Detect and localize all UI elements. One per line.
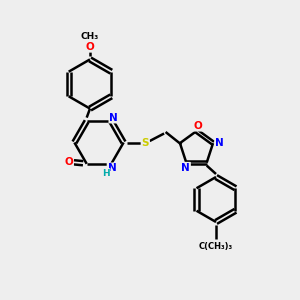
Text: N: N — [109, 112, 118, 123]
Text: O: O — [64, 157, 73, 167]
Text: H: H — [102, 169, 110, 178]
Text: S: S — [142, 137, 149, 148]
Text: N: N — [107, 163, 116, 173]
Text: C(CH₃)₃: C(CH₃)₃ — [199, 242, 233, 250]
Text: N: N — [181, 163, 190, 173]
Text: O: O — [85, 42, 94, 52]
Text: CH₃: CH₃ — [81, 32, 99, 40]
Text: N: N — [215, 138, 224, 148]
Text: O: O — [194, 121, 202, 131]
